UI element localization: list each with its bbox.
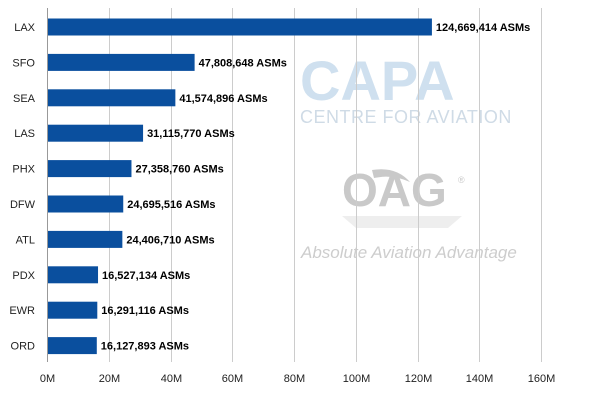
- x-tick-label: 160M: [528, 373, 556, 385]
- oag-tagline: Absolute Aviation Advantage: [300, 243, 517, 262]
- x-tick-labels: 0M 20M 40M 60M 80M 100M 120M 140M 160M: [40, 373, 555, 385]
- x-tick-label: 100M: [343, 373, 371, 385]
- category-label: SEA: [13, 93, 36, 105]
- x-tick-label: 140M: [466, 373, 494, 385]
- bar: [48, 124, 144, 142]
- bar: [48, 266, 99, 284]
- category-label: PDX: [12, 270, 35, 282]
- grid-lines: [47, 8, 542, 362]
- category-label: LAS: [14, 128, 35, 140]
- category-label: ORD: [11, 341, 36, 353]
- oag-registered: ®: [458, 175, 465, 185]
- x-tick-label: 40M: [161, 373, 182, 385]
- data-label: 31,115,770 ASMs: [147, 128, 235, 140]
- bar: [48, 230, 123, 248]
- watermark-capa: CAPA CENTRE FOR AVIATION: [300, 49, 512, 127]
- data-label: 124,669,414 ASMs: [436, 22, 530, 34]
- bar: [48, 89, 176, 107]
- data-label: 16,291,116 ASMs: [101, 305, 189, 317]
- x-tick-label: 120M: [405, 373, 433, 385]
- category-label: LAX: [14, 22, 35, 34]
- category-label: EWR: [9, 305, 35, 317]
- data-labels: 124,669,414 ASMs 47,808,648 ASMs 41,574,89…: [101, 22, 531, 353]
- x-tick-label: 80M: [284, 373, 305, 385]
- data-label: 16,527,134 ASMs: [102, 270, 190, 282]
- category-labels: LAX SFO SEA LAS PHX DFW ATL PDX EWR ORD: [9, 22, 35, 353]
- data-label: 16,127,893 ASMs: [101, 341, 189, 353]
- bar: [48, 195, 124, 213]
- category-label: ATL: [16, 234, 35, 246]
- capa-logo: CAPA: [300, 49, 455, 112]
- oag-reflection-icon: [342, 216, 462, 228]
- x-tick-label: 0M: [40, 373, 55, 385]
- bar: [48, 337, 97, 355]
- x-tick-label: 20M: [99, 373, 120, 385]
- x-tick-label: 60M: [222, 373, 243, 385]
- category-label: PHX: [12, 164, 35, 176]
- bar: [48, 18, 432, 36]
- oag-logo: OAG: [342, 164, 447, 216]
- bar: [48, 53, 195, 71]
- watermark-oag: OAG ® Absolute Aviation Advantage: [300, 164, 517, 262]
- bars: [48, 18, 432, 355]
- data-label: 24,406,710 ASMs: [126, 234, 214, 246]
- data-label: 24,695,516 ASMs: [127, 199, 215, 211]
- oag-swoosh-icon: [372, 169, 410, 182]
- category-label: SFO: [12, 57, 35, 69]
- bar: [48, 301, 98, 319]
- category-label: DFW: [10, 199, 36, 211]
- data-label: 47,808,648 ASMs: [199, 57, 287, 69]
- data-label: 27,358,760 ASMs: [135, 164, 223, 176]
- bar: [48, 160, 132, 178]
- capa-subtitle: CENTRE FOR AVIATION: [300, 107, 512, 127]
- data-label: 41,574,896 ASMs: [179, 93, 267, 105]
